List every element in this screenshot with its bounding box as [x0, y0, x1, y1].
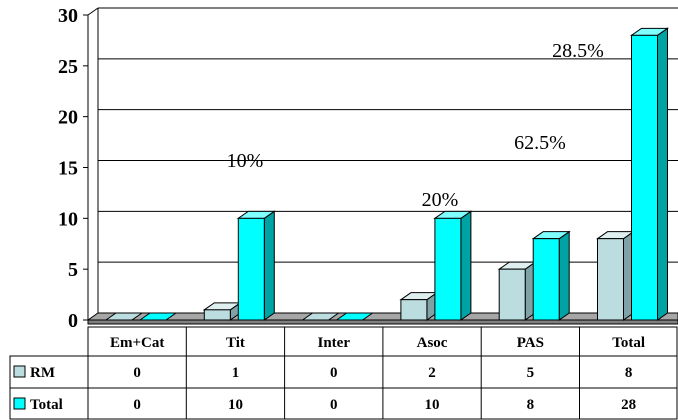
series-name: RM	[30, 365, 55, 381]
y-tick-label: 30	[58, 5, 78, 27]
bar	[236, 210, 276, 321]
bar	[399, 291, 439, 321]
bar	[301, 312, 341, 321]
floor-top	[86, 312, 678, 321]
bar-front	[631, 34, 658, 321]
category-label: Tit	[226, 335, 245, 351]
bar-side	[657, 27, 668, 321]
category-label: Em+Cat	[110, 335, 164, 351]
y-axis: 0 5 10 15 20 25 30	[58, 5, 99, 332]
bar	[629, 27, 670, 321]
category-label: PAS	[517, 335, 544, 351]
y-axis-top-edge	[87, 7, 99, 16]
bar-front	[532, 238, 560, 321]
table-value: 0	[330, 397, 338, 413]
chart-floor	[86, 312, 678, 325]
category-label: Inter	[318, 335, 351, 351]
legend-swatch	[13, 397, 26, 410]
bar	[531, 230, 571, 321]
table-value: 0	[133, 365, 141, 381]
table-value: 1	[232, 365, 240, 381]
bar-flat	[138, 312, 178, 321]
annotation-label: 28.5%	[552, 40, 604, 62]
floor-front	[87, 319, 678, 325]
table-value: 0	[133, 397, 141, 413]
table-value: 10	[425, 397, 440, 413]
legend-swatch	[13, 365, 26, 378]
table-row	[9, 355, 678, 389]
table-row	[9, 387, 678, 420]
bar	[335, 312, 375, 321]
table-value: 10	[228, 397, 243, 413]
bar-flat	[335, 312, 375, 321]
y-tick-label: 10	[58, 208, 78, 230]
annotations: 10% 20% 62.5% 28.5%	[227, 40, 604, 211]
category-label: Asoc	[417, 335, 448, 351]
table-value: 5	[527, 365, 535, 381]
bar-front	[400, 299, 428, 321]
category-label: Total	[612, 335, 645, 351]
bar-front	[597, 238, 624, 321]
y-tick-label: 20	[58, 107, 78, 129]
bar	[595, 230, 636, 321]
y-tick-label: 5	[68, 259, 78, 281]
bar-side	[460, 210, 472, 321]
bar-front	[498, 268, 526, 321]
table-value: 8	[625, 365, 633, 381]
y-tick-label: 15	[58, 158, 78, 180]
bar	[497, 261, 537, 321]
annotation-label: 10%	[227, 150, 264, 172]
y-tick-label: 25	[58, 56, 78, 78]
gridlines	[97, 7, 678, 313]
y-tick-label: 0	[68, 310, 78, 332]
bars	[104, 27, 670, 321]
table-value: 2	[428, 365, 436, 381]
annotation-label: 62.5%	[514, 132, 566, 154]
annotation-label: 20%	[422, 189, 459, 211]
bar-front	[237, 217, 265, 321]
table-value: 0	[330, 365, 338, 381]
bar	[433, 210, 473, 321]
bar-side	[263, 210, 275, 321]
bar-front	[434, 217, 462, 321]
bar	[138, 312, 178, 321]
bar-flat	[104, 312, 144, 321]
table-value: 28	[621, 397, 636, 413]
bar	[104, 312, 144, 321]
bar-flat	[301, 312, 341, 321]
bar-front	[203, 309, 231, 321]
table-value: 8	[527, 397, 535, 413]
bar-side	[558, 230, 570, 321]
series-name: Total	[30, 397, 63, 413]
